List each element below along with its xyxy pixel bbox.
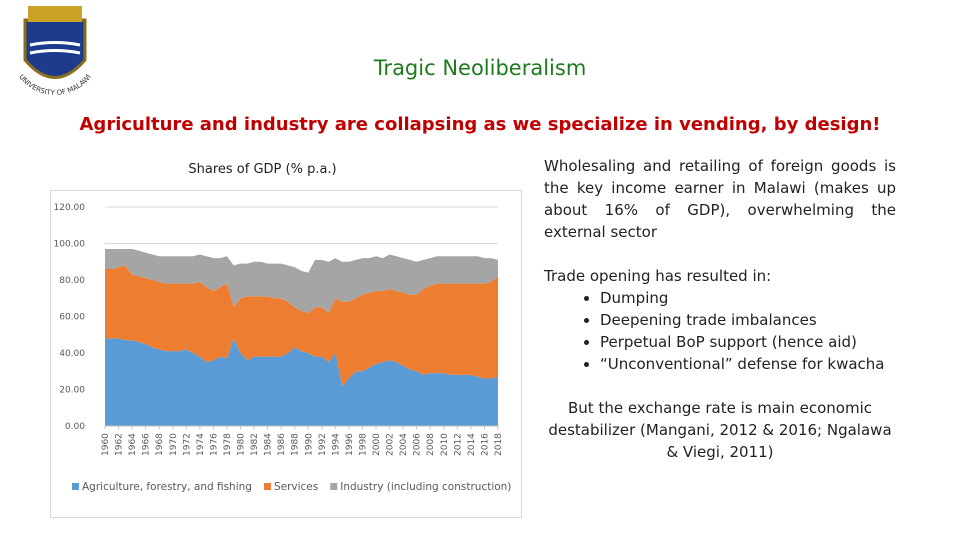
slide-subtitle: Agriculture and industry are collapsing …: [79, 114, 881, 135]
x-tick-label: 2002: [386, 433, 396, 456]
y-tick-label: 100.00: [54, 240, 86, 250]
x-tick-label: 1994: [331, 433, 341, 456]
list-intro: Trade opening has resulted in:: [544, 267, 772, 285]
text-block: Wholesaling and retailing of foreign goo…: [544, 155, 896, 463]
x-tick-label: 1960: [101, 433, 111, 456]
x-tick-label: 2018: [494, 433, 504, 456]
x-tick-label: 1984: [264, 433, 274, 456]
x-tick-label: 1978: [223, 433, 233, 456]
area: [105, 265, 498, 386]
x-tick-label: 2008: [426, 433, 436, 456]
x-tick-label: 1962: [115, 433, 125, 456]
bullet: “Unconventional” defense for kwacha: [600, 353, 896, 375]
x-tick-label: 2010: [440, 433, 450, 456]
legend-label: Agriculture, forestry, and fishing: [82, 481, 252, 493]
x-tick-label: 1986: [277, 433, 287, 456]
legend-label: Services: [274, 481, 318, 493]
chart: 0.00 20.00 40.00 60.00 80.00 100.00 120.00 1960…: [50, 190, 522, 518]
x-tick-label: 1996: [345, 433, 355, 456]
x-tick-label: 1976: [209, 433, 219, 456]
slide-title: Tragic Neoliberalism: [373, 56, 587, 80]
x-tick-label: 1982: [250, 433, 260, 456]
paragraph: Wholesaling and retailing of foreign goo…: [544, 157, 896, 241]
legend-swatch: [330, 483, 338, 490]
bullet: Perpetual BoP support (hence aid): [600, 331, 896, 353]
logo: UNIVERSITY OF MALAWI: [17, 6, 93, 97]
x-tick-label: 1972: [182, 433, 192, 456]
y-tick-label: 20.00: [59, 386, 85, 396]
legend-swatch: [72, 483, 79, 490]
x-tick-label: 2004: [399, 433, 409, 456]
x-tick-label: 1966: [142, 433, 152, 456]
legend-swatch: [263, 483, 271, 490]
y-tick-label: 120.00: [54, 203, 86, 213]
x-tick-label: 2012: [453, 433, 463, 456]
y-tick-label: 60.00: [59, 313, 85, 323]
x-tick-label: 1970: [169, 433, 179, 456]
paragraph: But the exchange rate is main economic d…: [548, 399, 892, 461]
bullet: Dumping: [600, 287, 896, 309]
chart-title: Shares of GDP (% p.a.): [188, 162, 337, 177]
y-tick-label: 40.00: [59, 349, 85, 359]
x-tick-label: 1974: [196, 433, 206, 456]
x-tick-label: 1988: [291, 433, 301, 456]
x-tick-label: 2014: [467, 433, 477, 456]
x-tick-label: 1990: [304, 433, 314, 456]
area: [105, 248, 498, 313]
x-tick-label: 1998: [358, 433, 368, 456]
x-tick-label: 2016: [480, 433, 490, 456]
legend-label: Industry (including construction): [340, 481, 511, 493]
y-tick-label: 80.00: [59, 276, 85, 286]
y-tick-label: 0.00: [65, 422, 85, 432]
x-tick-label: 1992: [318, 433, 328, 456]
x-tick-label: 1980: [237, 433, 247, 456]
x-tick-label: 2006: [413, 433, 423, 456]
bullet-list: DumpingDeepening trade imbalancesPerpetu…: [544, 287, 896, 375]
bullet: Deepening trade imbalances: [600, 309, 896, 331]
x-tick-label: 1964: [128, 433, 138, 456]
x-tick-label: 1968: [155, 433, 165, 456]
area: [105, 338, 498, 426]
x-tick-label: 2000: [372, 433, 382, 456]
